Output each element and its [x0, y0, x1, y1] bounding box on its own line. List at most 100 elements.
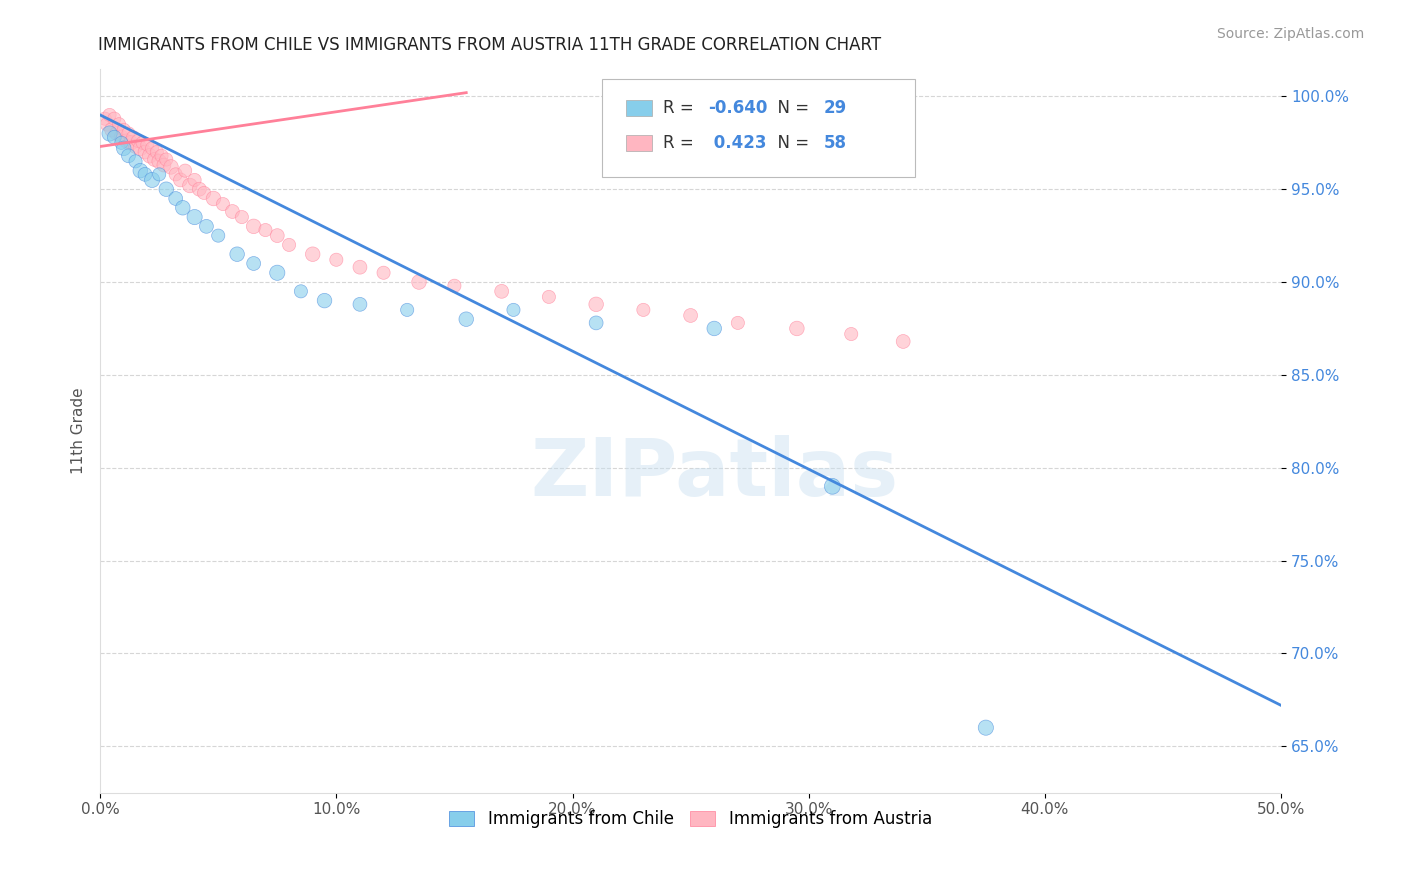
- Point: [141, 173, 163, 187]
- Point: [183, 210, 205, 224]
- Point: [155, 153, 177, 167]
- Text: R =: R =: [664, 134, 699, 153]
- Point: [207, 228, 229, 243]
- FancyBboxPatch shape: [626, 101, 651, 116]
- Point: [110, 130, 132, 145]
- Point: [314, 293, 336, 308]
- Text: N =: N =: [768, 99, 814, 118]
- Point: [129, 163, 152, 178]
- Point: [266, 228, 288, 243]
- Point: [124, 139, 146, 153]
- Text: 29: 29: [824, 99, 848, 118]
- Point: [727, 316, 749, 330]
- Point: [124, 154, 146, 169]
- Point: [408, 275, 430, 289]
- Point: [226, 247, 249, 261]
- Point: [153, 158, 176, 172]
- Point: [242, 256, 264, 270]
- Point: [349, 260, 371, 275]
- Point: [301, 247, 323, 261]
- Point: [96, 117, 118, 131]
- Y-axis label: 11th Grade: 11th Grade: [72, 387, 86, 474]
- Point: [117, 149, 139, 163]
- Text: -0.640: -0.640: [709, 99, 768, 118]
- Point: [254, 223, 277, 237]
- Point: [266, 266, 288, 280]
- Point: [98, 108, 121, 122]
- Point: [112, 141, 135, 155]
- Point: [456, 312, 478, 326]
- Point: [891, 334, 914, 349]
- Point: [136, 137, 159, 152]
- Point: [502, 302, 524, 317]
- Point: [141, 141, 163, 155]
- Point: [786, 321, 808, 335]
- Point: [98, 127, 121, 141]
- Point: [193, 186, 215, 200]
- Point: [134, 145, 156, 159]
- Point: [242, 219, 264, 234]
- Point: [373, 266, 395, 280]
- Point: [103, 112, 125, 126]
- Point: [325, 252, 347, 267]
- Point: [120, 136, 142, 150]
- Point: [115, 134, 138, 148]
- Point: [134, 167, 156, 181]
- Point: [349, 297, 371, 311]
- Point: [131, 136, 153, 150]
- Point: [221, 204, 243, 219]
- Point: [165, 167, 187, 181]
- Point: [155, 182, 177, 196]
- Point: [974, 721, 997, 735]
- FancyBboxPatch shape: [602, 79, 915, 178]
- Point: [212, 197, 235, 211]
- Legend: Immigrants from Chile, Immigrants from Austria: Immigrants from Chile, Immigrants from A…: [443, 804, 939, 835]
- Point: [179, 178, 201, 193]
- Point: [169, 173, 191, 187]
- Point: [101, 123, 124, 137]
- Point: [122, 130, 145, 145]
- Point: [703, 321, 725, 335]
- Point: [160, 160, 183, 174]
- Point: [117, 127, 139, 141]
- Point: [821, 479, 844, 493]
- Point: [839, 326, 862, 341]
- Point: [679, 309, 702, 323]
- Point: [585, 316, 607, 330]
- Text: IMMIGRANTS FROM CHILE VS IMMIGRANTS FROM AUSTRIA 11TH GRADE CORRELATION CHART: IMMIGRANTS FROM CHILE VS IMMIGRANTS FROM…: [98, 36, 882, 54]
- Point: [443, 278, 465, 293]
- Point: [150, 149, 173, 163]
- Point: [148, 167, 170, 181]
- Point: [290, 285, 312, 299]
- Point: [143, 153, 166, 167]
- Text: 0.423: 0.423: [709, 134, 766, 153]
- Point: [585, 297, 607, 311]
- Point: [127, 134, 149, 148]
- Point: [188, 182, 211, 196]
- Text: 58: 58: [824, 134, 846, 153]
- Point: [231, 210, 253, 224]
- Point: [146, 145, 169, 159]
- Text: N =: N =: [768, 134, 814, 153]
- Point: [396, 302, 419, 317]
- Point: [138, 149, 160, 163]
- Point: [103, 130, 125, 145]
- Point: [174, 163, 197, 178]
- Point: [105, 127, 128, 141]
- Point: [491, 285, 513, 299]
- Point: [202, 192, 225, 206]
- Point: [183, 173, 205, 187]
- Point: [172, 201, 194, 215]
- Point: [108, 117, 131, 131]
- Point: [633, 302, 655, 317]
- Point: [278, 238, 301, 252]
- Point: [165, 192, 187, 206]
- Point: [195, 219, 218, 234]
- Text: Source: ZipAtlas.com: Source: ZipAtlas.com: [1216, 27, 1364, 41]
- Point: [110, 136, 132, 150]
- Point: [112, 123, 135, 137]
- Point: [148, 154, 170, 169]
- Point: [537, 290, 560, 304]
- Text: R =: R =: [664, 99, 699, 118]
- Point: [94, 112, 117, 126]
